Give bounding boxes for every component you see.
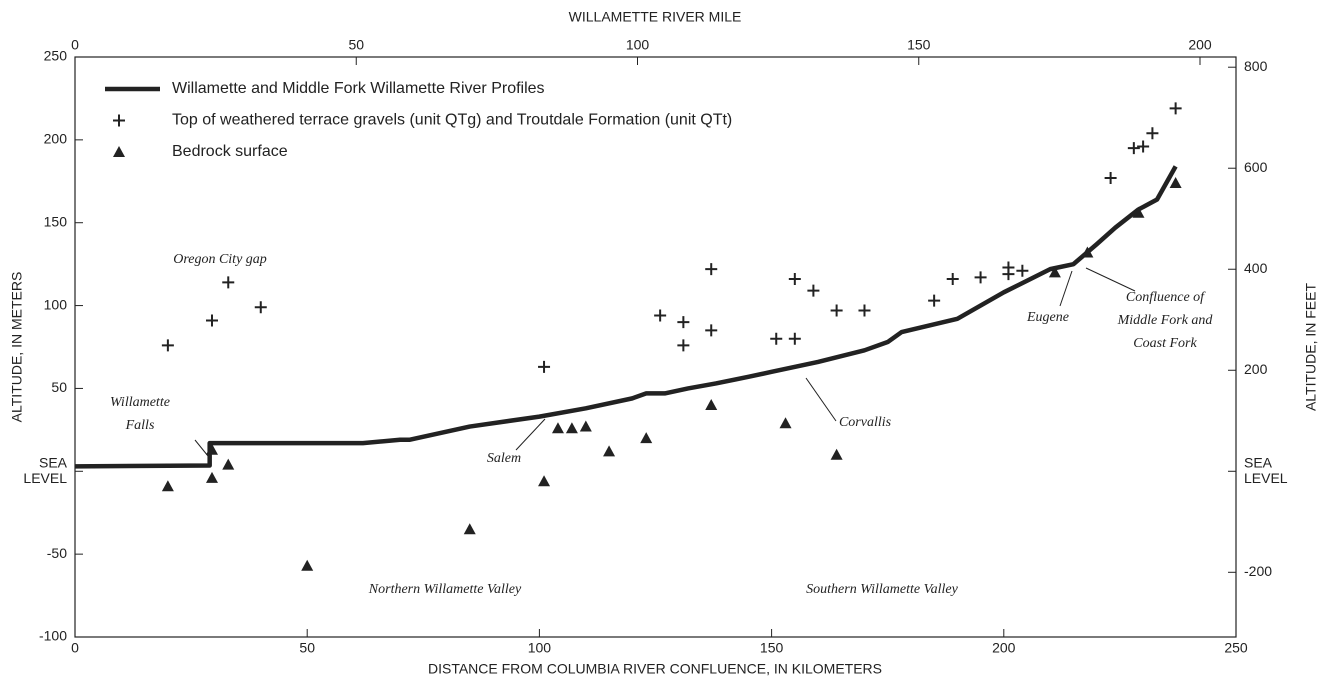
leader-line	[515, 418, 546, 451]
y2-tick-label: -200	[1244, 563, 1272, 579]
y-tick-label: 200	[44, 131, 68, 147]
annotation: Confluence of	[1126, 290, 1206, 305]
annotation: Middle Fork and	[1117, 313, 1214, 328]
plus-marker	[677, 339, 690, 352]
x2-tick-label: 0	[71, 37, 79, 53]
x-tick-label: 250	[1224, 640, 1248, 656]
plus-marker	[205, 314, 218, 327]
plus-marker	[161, 339, 174, 352]
triangle-marker	[640, 432, 653, 444]
triangle-marker	[222, 458, 235, 470]
legend-label: Top of weathered terrace gravels (unit Q…	[172, 112, 732, 129]
plus-marker	[770, 332, 783, 345]
legend-triangle	[113, 146, 125, 157]
triangle-marker	[1169, 176, 1182, 188]
legend-label: Willamette and Middle Fork Willamette Ri…	[172, 80, 545, 97]
triangle-marker	[538, 475, 551, 487]
y-tick-label: 100	[44, 296, 68, 312]
leader-line	[1059, 270, 1073, 307]
x2-tick-label: 50	[348, 37, 364, 53]
x2-tick-label: 100	[626, 37, 650, 53]
triangle-marker	[705, 399, 718, 410]
river-profile	[74, 165, 1178, 469]
y-tick-label: 50	[51, 379, 67, 395]
annotation: Southern Willamette Valley	[806, 582, 958, 597]
x-axis-title: DISTANCE FROM COLUMBIA RIVER CONFLUENCE,…	[428, 661, 882, 677]
y-tick-label: 150	[44, 213, 68, 229]
triangle-marker	[779, 417, 792, 429]
x2-tick-label: 150	[907, 37, 931, 53]
plus-marker	[254, 301, 267, 314]
plus-marker	[705, 324, 718, 337]
y-tick-label: 250	[44, 48, 68, 64]
leader-line	[194, 439, 209, 457]
y2-axis-title: ALTITUDE, IN FEET	[1303, 283, 1319, 412]
x-tick-label: 50	[299, 640, 315, 656]
annotation: Oregon City gap	[173, 252, 267, 267]
plus-marker	[1169, 102, 1182, 115]
triangle-marker	[565, 422, 578, 434]
x-tick-label: 150	[760, 640, 784, 656]
x-tick-label: 100	[528, 640, 552, 656]
legend-plus	[113, 114, 125, 127]
annotation: Coast Fork	[1133, 336, 1197, 351]
x2-tick-label: 200	[1188, 37, 1212, 53]
plus-marker	[928, 294, 941, 307]
plus-marker	[1127, 142, 1140, 155]
plot-frame	[74, 56, 1237, 638]
plus-marker	[705, 263, 718, 276]
y-tick-label: -100	[39, 628, 67, 644]
triangle-marker	[205, 471, 218, 483]
annotation: Northern Willamette Valley	[368, 582, 522, 597]
annotation: Falls	[125, 418, 155, 433]
plus-marker	[788, 273, 801, 286]
y2-tick-label: 800	[1244, 58, 1268, 74]
triangle-marker	[830, 448, 843, 460]
y2-tick-label: 400	[1244, 260, 1268, 276]
y2-tick-label: 200	[1244, 361, 1268, 377]
plus-marker	[830, 304, 843, 317]
triangle-marker	[1048, 266, 1061, 278]
annotation: Eugene	[1026, 310, 1069, 325]
plus-marker	[946, 273, 959, 286]
plus-marker	[858, 304, 871, 317]
triangle-marker	[205, 443, 218, 455]
triangle-marker	[603, 445, 616, 457]
leader-line	[1085, 267, 1136, 292]
plus-marker	[677, 316, 690, 329]
plus-marker	[538, 360, 551, 373]
plus-marker	[1104, 171, 1117, 184]
plus-marker	[222, 276, 235, 289]
plus-marker	[1146, 127, 1159, 140]
y2-tick-label: 600	[1244, 159, 1268, 175]
top-axis-title: WILLAMETTE RIVER MILE	[569, 9, 742, 25]
triangle-marker	[551, 422, 564, 434]
plus-marker	[1016, 264, 1029, 277]
x-tick-label: 0	[71, 640, 79, 656]
y-axis-title: ALTITUDE, IN METERS	[9, 272, 25, 423]
plus-marker	[654, 309, 667, 322]
triangle-marker	[301, 559, 314, 571]
y-tick-label: -50	[47, 545, 67, 561]
triangle-marker	[579, 420, 592, 432]
triangle-marker	[1081, 246, 1094, 258]
plus-marker	[1137, 140, 1150, 153]
triangle-marker	[463, 523, 476, 535]
legend-label: Bedrock surface	[172, 143, 288, 160]
annotation: Salem	[487, 451, 521, 466]
x-tick-label: 200	[992, 640, 1016, 656]
annotation: Corvallis	[839, 415, 892, 430]
plus-marker	[807, 284, 820, 297]
triangle-marker	[1132, 206, 1145, 218]
annotation: Willamette	[110, 395, 170, 410]
plus-marker	[788, 332, 801, 345]
triangle-marker	[161, 480, 174, 492]
plus-marker	[974, 271, 987, 284]
y-tick-label: SEA LEVEL	[23, 454, 67, 485]
plus-marker	[1002, 268, 1015, 281]
y2-tick-label: SEA LEVEL	[1244, 454, 1288, 485]
leader-line	[805, 377, 837, 422]
